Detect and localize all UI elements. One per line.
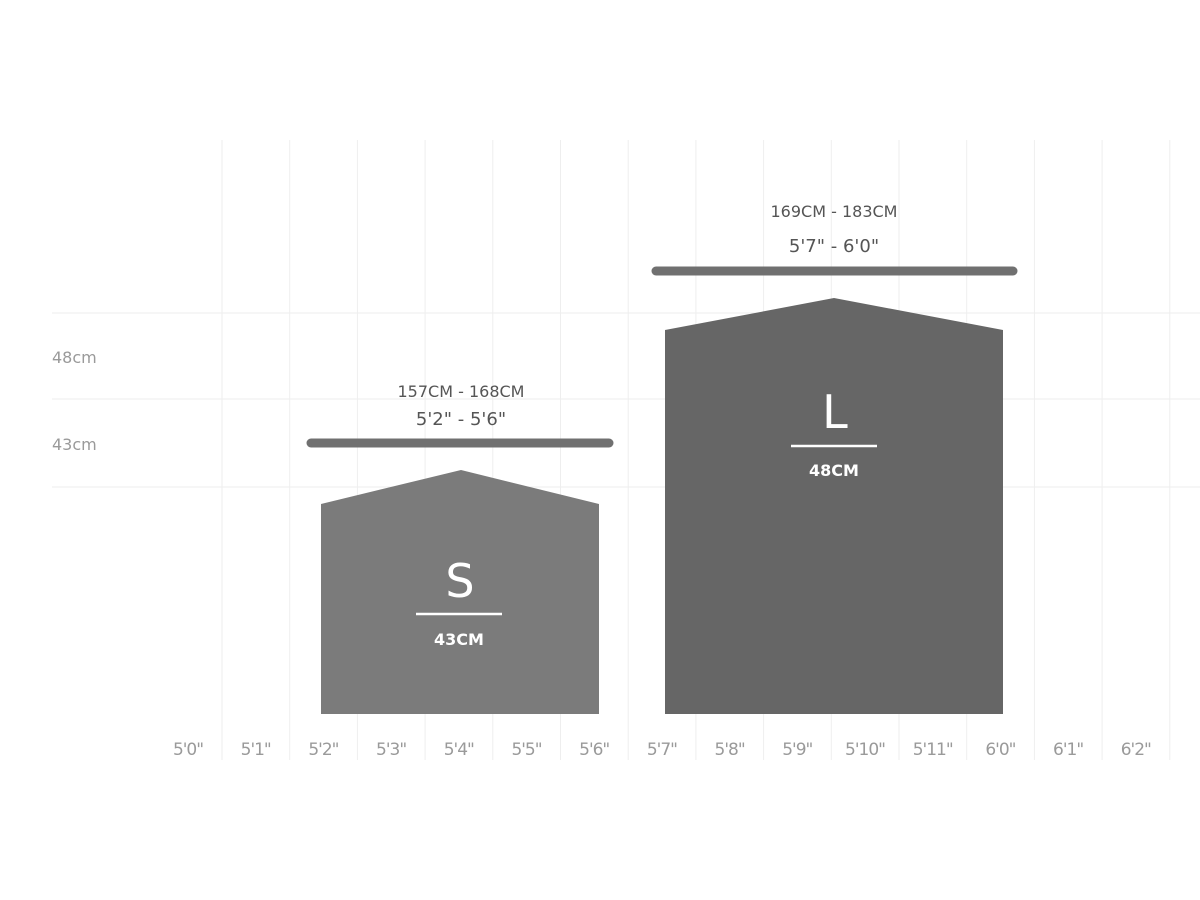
x-tick-label: 5'2" bbox=[308, 740, 338, 760]
x-tick-label: 5'8" bbox=[715, 740, 745, 760]
size-s-measure: 43CM bbox=[434, 630, 484, 649]
y-label-48cm: 48cm bbox=[52, 348, 97, 367]
size-l-measure: 48CM bbox=[809, 461, 859, 480]
x-tick-label: 5'7" bbox=[647, 740, 677, 760]
x-tick-label: 6'2" bbox=[1121, 740, 1151, 760]
x-tick-label: 5'5" bbox=[511, 740, 541, 760]
size-l-range-cm: 169CM - 183CM bbox=[771, 202, 898, 221]
x-tick-label: 6'1" bbox=[1053, 740, 1083, 760]
size-s-shape bbox=[321, 470, 599, 714]
size-l-range-in: 5'7" - 6'0" bbox=[789, 236, 879, 257]
x-tick-label: 5'4" bbox=[444, 740, 474, 760]
size-l-letter: L bbox=[822, 385, 848, 439]
size-s-letter: S bbox=[445, 554, 474, 608]
size-l-shape bbox=[665, 298, 1003, 714]
size-s-range-cm: 157CM - 168CM bbox=[398, 382, 525, 401]
grid bbox=[52, 140, 1200, 760]
x-tick-label: 5'1" bbox=[241, 740, 271, 760]
x-tick-label: 5'10" bbox=[845, 740, 885, 760]
x-tick-label: 5'9" bbox=[782, 740, 812, 760]
size-l: 169CM - 183CM 5'7" - 6'0" L 48CM bbox=[651, 202, 1018, 714]
x-tick-label: 6'0" bbox=[985, 740, 1015, 760]
x-tick-label: 5'6" bbox=[579, 740, 609, 760]
x-axis-ticks: 5'0" 5'1" 5'2" 5'3" 5'4" 5'5" 5'6" 5'7" 5'8" 5'9"… bbox=[173, 740, 1152, 760]
y-labels: 48cm 43cm bbox=[52, 348, 97, 454]
size-s-range-in: 5'2" - 5'6" bbox=[416, 409, 506, 430]
x-tick-label: 5'0" bbox=[173, 740, 203, 760]
size-s: 157CM - 168CM 5'2" - 5'6" S 43CM bbox=[306, 382, 614, 714]
y-label-43cm: 43cm bbox=[52, 435, 97, 454]
x-tick-label: 5'11" bbox=[913, 740, 953, 760]
x-tick-label: 5'3" bbox=[376, 740, 406, 760]
